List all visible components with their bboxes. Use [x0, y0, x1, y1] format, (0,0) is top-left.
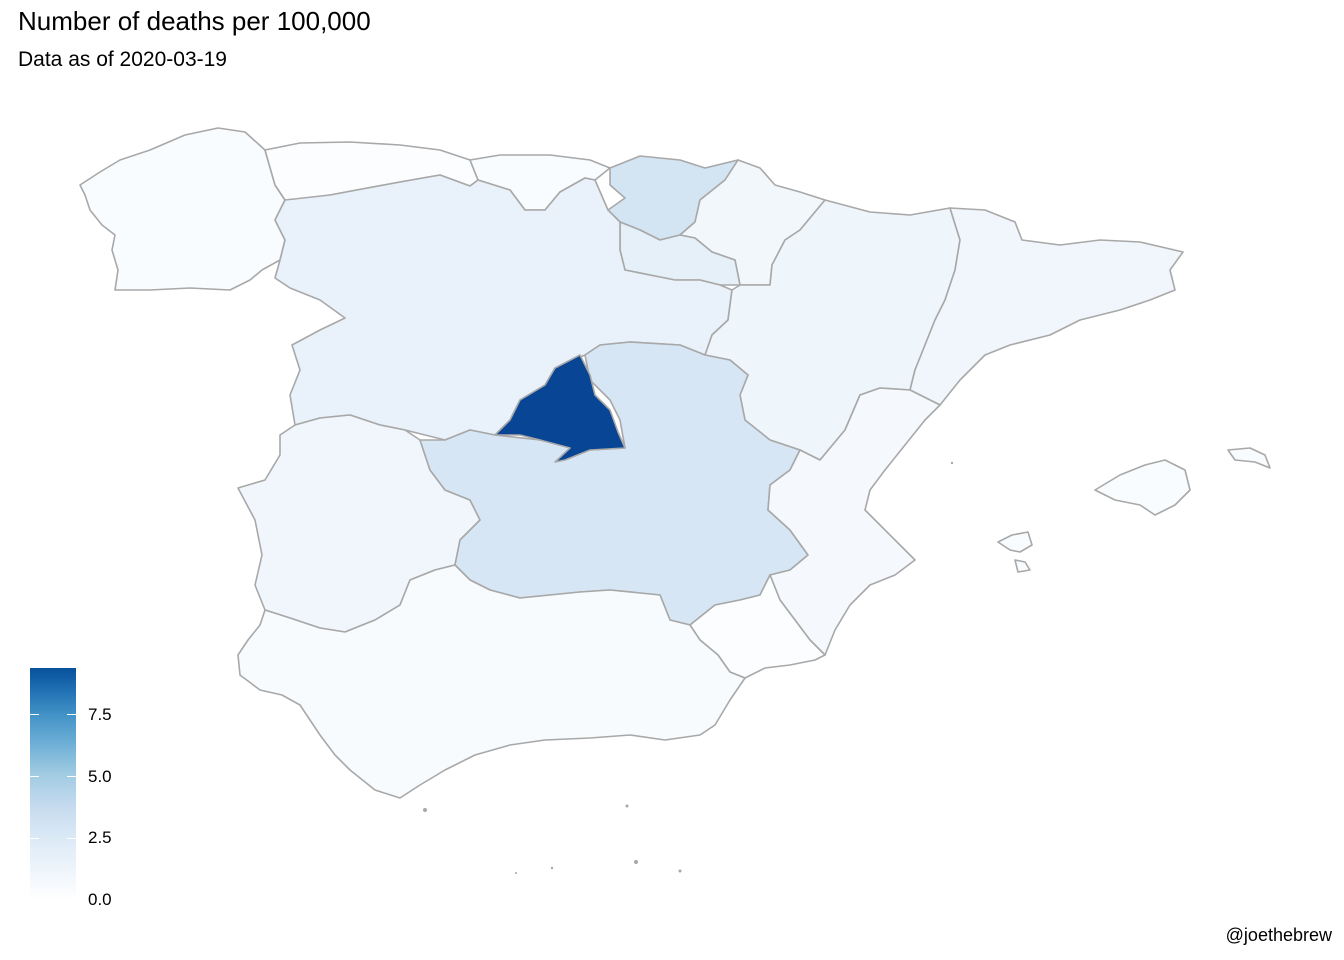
legend-color-bar — [30, 668, 76, 900]
map-subtitle: Data as of 2020-03-19 — [18, 48, 227, 71]
region-galicia — [79, 127, 286, 291]
region-madrid — [494, 354, 626, 463]
legend-tick-label: 5.0 — [88, 766, 112, 786]
small-islets — [423, 461, 954, 874]
legend-tick-label: 0.0 — [88, 890, 112, 909]
color-legend: 7.5 5.0 2.5 0.0 — [30, 668, 140, 909]
region-cataluna — [909, 207, 1184, 406]
map-title: Number of deaths per 100,000 — [18, 6, 371, 36]
region-islas-baleares — [997, 447, 1271, 573]
legend-tick-label: 7.5 — [88, 704, 112, 724]
caption-credit: @joethebrew — [1225, 925, 1332, 945]
region-andalucia — [237, 564, 746, 799]
legend-tick-label: 2.5 — [88, 828, 112, 848]
